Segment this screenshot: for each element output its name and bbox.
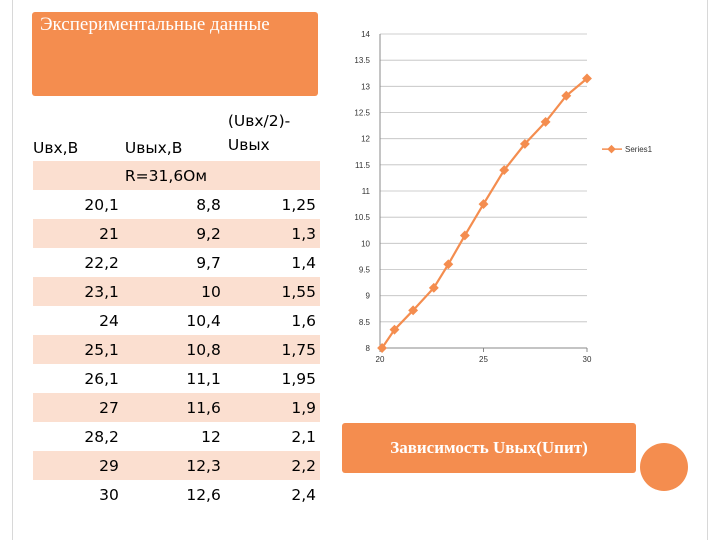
y-tick-label: 11.5 <box>355 161 371 170</box>
y-tick-label: 10 <box>361 239 370 248</box>
data-point <box>443 259 454 270</box>
table-row: 25,1 10,8 1,75 <box>33 335 320 364</box>
table-cell: 12,6 <box>186 485 221 504</box>
title-box: Экспериментальные данные <box>32 12 318 96</box>
table-cell: 8,8 <box>196 195 221 214</box>
frame-right-line <box>707 0 708 540</box>
table-row: 21 9,2 1,3 <box>33 219 320 248</box>
table-cell: 11,6 <box>186 398 221 417</box>
y-tick-label: 13 <box>361 82 370 91</box>
table-cell: 10 <box>201 282 221 301</box>
table-subheader-row: R=31,6Ом <box>33 161 320 190</box>
frame-left-line <box>12 0 13 540</box>
table-cell: 27 <box>99 398 119 417</box>
series-line <box>381 77 588 349</box>
table-header-cell: (Uвх/2)-Uвых <box>227 112 291 154</box>
x-tick-label: 30 <box>583 355 592 364</box>
table-cell: 12 <box>201 427 221 446</box>
y-tick-label: 11 <box>362 187 371 196</box>
data-point <box>499 165 510 176</box>
table-cell: 9,2 <box>196 224 221 243</box>
y-tick-label: 13.5 <box>354 56 370 65</box>
table-row: 24 10,4 1,6 <box>33 306 320 335</box>
table-header-cell: Uвых,В <box>124 139 183 157</box>
chart-caption: Зависимость Uвых(Uпит) <box>390 438 588 457</box>
data-point <box>459 230 470 241</box>
y-tick-label: 9 <box>366 292 371 301</box>
table-cell: 20,1 <box>84 195 119 214</box>
data-table: Uвх,В Uвых,В (Uвх/2)-Uвых R=31,6Ом 20,1 8… <box>33 99 320 509</box>
table-cell: 1,4 <box>291 253 316 272</box>
x-tick-label: 25 <box>479 355 488 364</box>
data-point <box>582 73 592 84</box>
y-tick-label: 10.5 <box>354 213 370 222</box>
table-cell: 12,3 <box>186 456 221 475</box>
legend-label: Series1 <box>625 145 653 154</box>
table-body: 20,1 8,8 1,25 21 9,2 1,3 22,2 9,7 1,4 23,1 10 1,55 2… <box>33 190 320 509</box>
legend-marker <box>607 144 616 154</box>
table-cell: 25,1 <box>84 340 119 359</box>
table-cell: 21 <box>99 224 119 243</box>
y-tick-label: 8.5 <box>359 318 371 327</box>
table-cell: 26,1 <box>84 369 119 388</box>
table-header-row: Uвх,В Uвых,В (Uвх/2)-Uвых <box>33 99 320 161</box>
page-title: Экспериментальные данные <box>40 14 270 35</box>
table-row: 23,1 10 1,55 <box>33 277 320 306</box>
table-cell: 23,1 <box>84 282 119 301</box>
table-cell: 9,7 <box>196 253 221 272</box>
table-row: 22,2 9,7 1,4 <box>33 248 320 277</box>
table-row: 20,1 8,8 1,25 <box>33 190 320 219</box>
table-cell: 10,4 <box>186 311 221 330</box>
table-subheader-cell: R=31,6Ом <box>124 166 208 185</box>
table-cell: 2,4 <box>291 485 316 504</box>
x-tick-label: 20 <box>376 355 385 364</box>
table-cell: 1,25 <box>281 195 316 214</box>
table-cell: 29 <box>99 456 119 475</box>
table-row: 29 12,3 2,2 <box>33 451 320 480</box>
table-cell: 1,6 <box>291 311 316 330</box>
table-cell: 22,2 <box>84 253 119 272</box>
table-row: 26,1 11,1 1,95 <box>33 364 320 393</box>
y-tick-label: 12.5 <box>354 109 370 118</box>
table-row: 30 12,6 2,4 <box>33 480 320 509</box>
table-header-cell: Uвх,В <box>33 139 79 157</box>
decorative-circle <box>640 443 688 491</box>
table-cell: 1,75 <box>281 340 316 359</box>
y-tick-label: 9.5 <box>359 266 371 275</box>
table-cell: 2,1 <box>291 427 316 446</box>
table-cell <box>33 161 123 190</box>
table-cell: 11,1 <box>186 369 221 388</box>
y-tick-label: 8 <box>366 344 371 353</box>
y-tick-label: 12 <box>361 135 370 144</box>
table-cell: 1,9 <box>291 398 316 417</box>
y-tick-label: 14 <box>361 30 370 39</box>
table-row: 28,2 12 2,1 <box>33 422 320 451</box>
table-cell: 1,3 <box>291 224 316 243</box>
table-cell: 1,55 <box>281 282 316 301</box>
line-chart: 8 8.5 9 9.5 10 10.5 11 11.5 12 12.5 13 13.5 14 20 25 30… <box>354 30 653 364</box>
table-cell: 10,8 <box>186 340 221 359</box>
table-cell: 24 <box>99 311 119 330</box>
data-point <box>478 199 489 210</box>
table-cell: 30 <box>99 485 119 504</box>
table-cell <box>225 161 320 190</box>
table-cell: 28,2 <box>84 427 119 446</box>
table-cell: 1,95 <box>281 369 316 388</box>
caption-box: Зависимость Uвых(Uпит) <box>342 423 636 473</box>
table-cell: 2,2 <box>291 456 316 475</box>
table-row: 27 11,6 1,9 <box>33 393 320 422</box>
